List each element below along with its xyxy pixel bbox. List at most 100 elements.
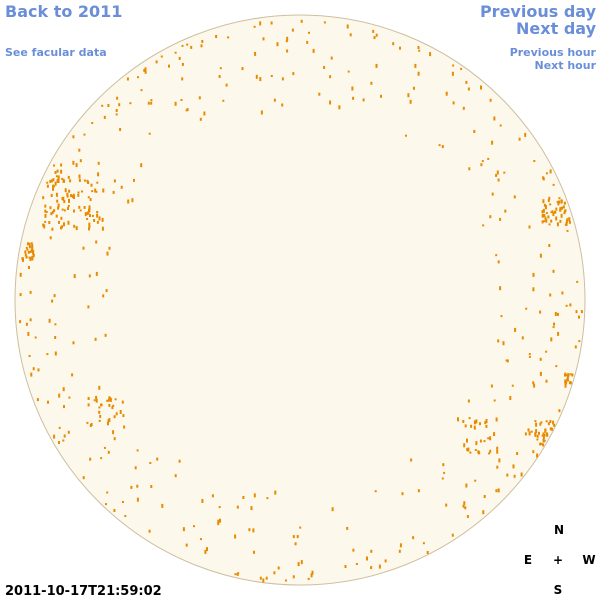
facula-speck [352, 96, 355, 100]
facula-speck [72, 341, 75, 345]
facula-speck [64, 188, 67, 193]
facula-speck [44, 220, 47, 223]
facula-speck [57, 203, 60, 208]
facula-speck [219, 67, 222, 70]
facula-speck [292, 535, 295, 539]
facula-speck [565, 381, 568, 385]
facula-speck [575, 310, 578, 314]
facula-speck [541, 434, 544, 437]
facula-speck [462, 106, 465, 110]
facula-speck [513, 474, 516, 478]
previous-hour-link[interactable]: Previous hour [510, 46, 597, 59]
facula-speck [27, 250, 30, 254]
facula-speck [442, 463, 445, 467]
facula-speck [86, 421, 89, 424]
facula-speck [44, 204, 47, 208]
facula-speck [200, 538, 202, 541]
next-hour-link[interactable]: Next hour [535, 59, 597, 72]
facula-speck [31, 255, 34, 258]
facula-speck [467, 87, 470, 91]
facula-speck [93, 219, 96, 222]
facula-speck [84, 212, 87, 217]
facula-speck [566, 375, 569, 379]
facula-speck [63, 222, 65, 227]
facula-speck [330, 56, 333, 60]
facula-speck [407, 93, 410, 98]
facula-speck [234, 573, 237, 576]
facula-speck [401, 492, 404, 496]
facula-speck [108, 396, 111, 400]
facula-speck [95, 395, 98, 399]
facula-speck [108, 246, 111, 250]
facula-speck [466, 438, 468, 443]
facula-speck [569, 303, 572, 307]
facula-speck [539, 422, 542, 426]
facula-speck [270, 21, 273, 25]
facula-speck [70, 194, 72, 198]
facula-speck [95, 190, 98, 193]
facula-speck [103, 446, 106, 449]
facula-speck [329, 75, 332, 79]
facula-speck [93, 399, 96, 402]
facula-speck [300, 560, 303, 565]
facula-speck [349, 33, 352, 37]
facular-data-link[interactable]: See facular data [5, 46, 107, 59]
facula-speck [465, 483, 468, 488]
facula-speck [248, 528, 251, 532]
facula-speck [55, 192, 58, 197]
facula-speck [445, 503, 448, 507]
facula-speck [253, 493, 256, 498]
facula-speck [63, 179, 66, 183]
facula-speck [470, 424, 473, 428]
next-day-link[interactable]: Next day [516, 19, 597, 38]
facula-speck [496, 170, 499, 175]
facula-speck [281, 77, 284, 81]
facula-speck [185, 109, 188, 112]
facula-speck [552, 183, 555, 186]
facula-speck [28, 266, 30, 269]
facula-speck [182, 527, 185, 532]
facula-speck [106, 251, 109, 256]
facula-speck [96, 211, 99, 213]
facula-speck [67, 430, 70, 434]
facula-speck [274, 490, 277, 495]
facula-speck [29, 290, 32, 294]
facula-speck [493, 116, 496, 121]
facula-speck [512, 464, 515, 469]
facula-speck [542, 199, 545, 204]
facula-speck [525, 307, 528, 310]
facula-speck [398, 549, 401, 553]
facula-speck [550, 337, 553, 342]
facula-speck [234, 534, 237, 539]
facula-speck [545, 172, 548, 175]
facula-speck [53, 294, 56, 298]
facula-speck [112, 430, 115, 435]
facula-speck [155, 60, 158, 64]
facula-speck [42, 196, 45, 200]
facula-speck [564, 383, 567, 388]
compass-east: E [524, 553, 532, 567]
facula-speck [236, 505, 239, 509]
facula-speck [558, 200, 561, 204]
facula-speck [29, 318, 32, 322]
facula-speck [62, 387, 65, 392]
facula-speck [259, 21, 262, 26]
facula-speck [57, 175, 60, 180]
facula-speck [67, 205, 70, 207]
facula-speck [47, 400, 49, 404]
facula-speck [497, 339, 500, 343]
facula-speck [473, 420, 476, 425]
facula-speck [281, 103, 284, 107]
previous-day-link[interactable]: Previous day [480, 2, 597, 21]
facula-speck [178, 459, 181, 463]
back-link[interactable]: Back to 2011 [5, 2, 122, 21]
facula-speck [528, 353, 531, 356]
facula-speck [107, 450, 110, 454]
facula-speck [73, 274, 76, 279]
facula-speck [438, 144, 441, 147]
facula-speck [538, 431, 540, 435]
facula-speck [49, 206, 52, 210]
facula-speck [136, 497, 139, 502]
facula-speck [422, 542, 425, 545]
facula-speck [468, 167, 471, 171]
